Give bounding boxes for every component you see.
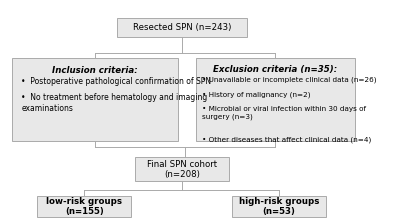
Text: •  No treatment before hematology and imaging
examinations: • No treatment before hematology and ima…: [21, 93, 208, 113]
Text: • Unavailable or incomplete clinical data (n=26): • Unavailable or incomplete clinical dat…: [202, 77, 376, 83]
FancyBboxPatch shape: [196, 58, 355, 141]
Text: • Microbial or viral infection within 30 days of
surgery (n=3): • Microbial or viral infection within 30…: [202, 106, 366, 120]
Text: • History of malignancy (n=2): • History of malignancy (n=2): [202, 91, 310, 98]
Text: • Other diseases that affect clinical data (n=4): • Other diseases that affect clinical da…: [202, 136, 371, 143]
Text: •  Postoperative pathological confirmation of SPN: • Postoperative pathological confirmatio…: [21, 77, 211, 86]
Text: low-risk groups
(n=155): low-risk groups (n=155): [46, 197, 122, 216]
Text: Resected SPN (n=243): Resected SPN (n=243): [132, 23, 231, 32]
FancyBboxPatch shape: [12, 58, 178, 141]
Text: high-risk groups
(n=53): high-risk groups (n=53): [239, 197, 319, 216]
Text: Exclusion criteria (n=35):: Exclusion criteria (n=35):: [213, 65, 338, 74]
FancyBboxPatch shape: [38, 196, 131, 217]
FancyBboxPatch shape: [232, 196, 326, 217]
Text: Inclusion criteria:: Inclusion criteria:: [52, 66, 138, 75]
Text: Final SPN cohort
(n=208): Final SPN cohort (n=208): [147, 160, 217, 179]
FancyBboxPatch shape: [135, 157, 229, 181]
FancyBboxPatch shape: [117, 18, 247, 37]
